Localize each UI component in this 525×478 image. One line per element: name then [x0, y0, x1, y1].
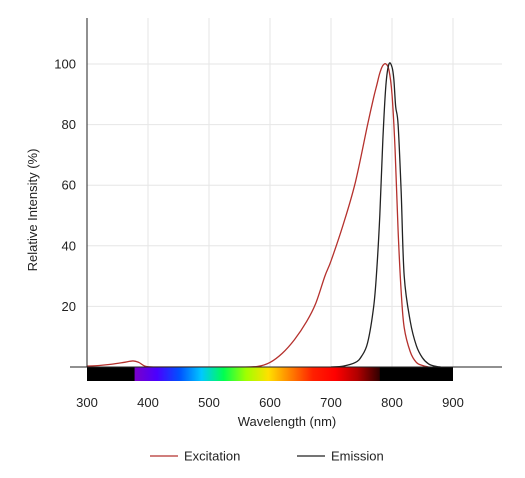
y-tick-label: 80 [62, 117, 76, 132]
legend: Excitation Emission [150, 449, 384, 464]
spectrum-bar [87, 367, 453, 381]
axes [70, 18, 502, 368]
series-line-excitation [87, 63, 429, 367]
y-tick-label: 60 [62, 178, 76, 193]
series-lines [87, 62, 441, 367]
series-line-emission [330, 62, 441, 367]
x-axis-title: Wavelength (nm) [238, 414, 337, 429]
y-tick-label: 20 [62, 299, 76, 314]
x-tick-label: 700 [320, 395, 342, 410]
y-axis-title: Relative Intensity (%) [25, 149, 40, 272]
legend-label-emission: Emission [331, 449, 384, 464]
x-tick-label: 600 [259, 395, 281, 410]
x-tick-labels: 300 400 500 600 700 800 900 [76, 395, 464, 410]
y-tick-label: 40 [62, 238, 76, 253]
x-tick-label: 800 [381, 395, 403, 410]
x-tick-label: 300 [76, 395, 98, 410]
legend-label-excitation: Excitation [184, 449, 240, 464]
grid [86, 18, 502, 367]
x-tick-label: 500 [198, 395, 220, 410]
x-tick-label: 400 [137, 395, 159, 410]
spectrum-bar-visible [134, 367, 380, 381]
x-tick-label: 900 [442, 395, 464, 410]
y-tick-label: 100 [54, 57, 76, 72]
y-tick-labels: 20 40 60 80 100 [54, 57, 76, 314]
